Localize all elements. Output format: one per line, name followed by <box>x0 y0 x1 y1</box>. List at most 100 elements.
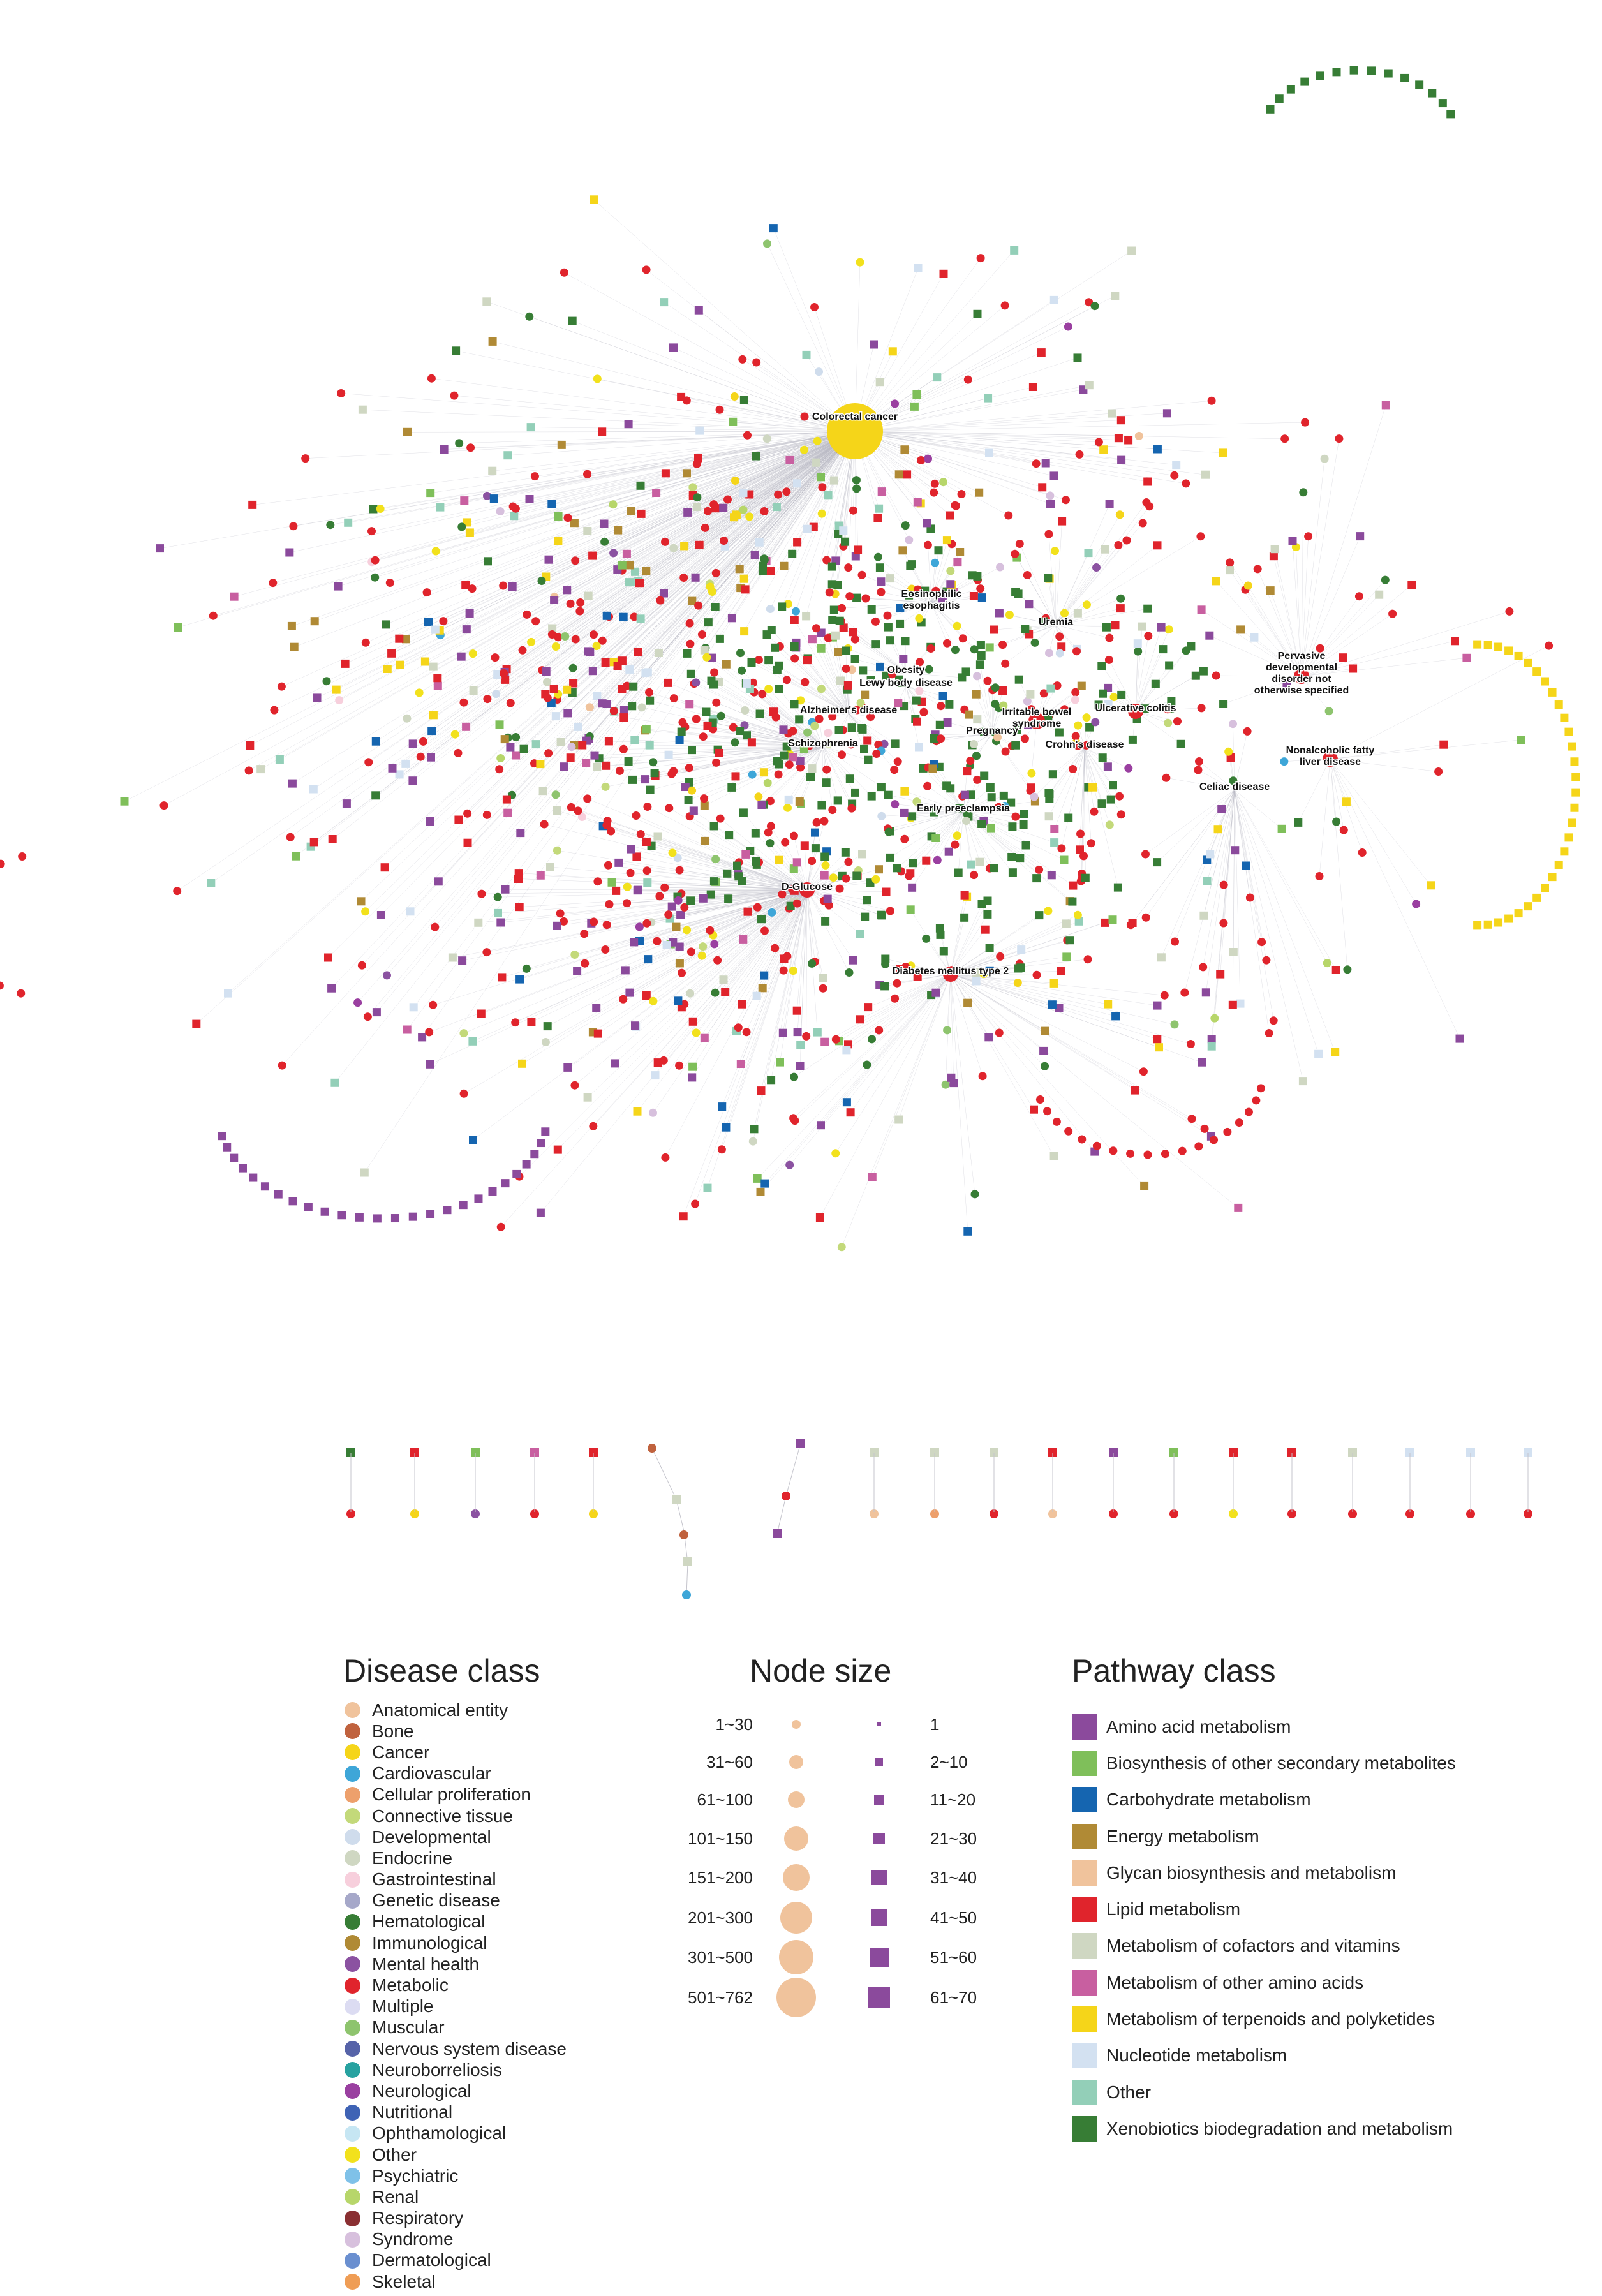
pathway-node <box>1153 1001 1162 1010</box>
pathway-node <box>817 473 825 482</box>
pathway-node <box>796 1041 805 1049</box>
pathway-node <box>1162 409 1171 418</box>
hub-node <box>943 967 958 982</box>
pathway-node <box>530 1150 539 1159</box>
pathway-node <box>653 832 662 841</box>
pathway-node <box>715 748 723 757</box>
pathway-node <box>1028 383 1037 391</box>
disease-legend-label: Ophthamological <box>372 2123 507 2144</box>
pathway-node <box>1269 552 1278 561</box>
disease-node <box>576 598 585 607</box>
disease-node <box>1109 1146 1118 1155</box>
disease-node <box>593 374 602 383</box>
pathway-node <box>465 528 474 537</box>
pathway-node <box>1153 1035 1162 1044</box>
pathway-node <box>495 720 504 729</box>
pathway-node <box>1205 631 1214 640</box>
disease-node <box>1280 434 1289 443</box>
legend-square-icon <box>1072 2006 1097 2033</box>
disease-node <box>601 782 610 791</box>
pathway-node <box>660 589 668 598</box>
disease-node <box>1092 563 1101 572</box>
disease-node <box>337 389 346 397</box>
pathway-node <box>1342 797 1351 806</box>
pathway-node <box>736 727 745 735</box>
disease-node <box>710 940 719 949</box>
pathway-node <box>1026 690 1035 699</box>
pathway-node <box>875 865 883 874</box>
disease-node <box>655 892 664 901</box>
pathway-node <box>758 984 767 993</box>
pathway-node <box>910 402 919 411</box>
pathway-node <box>867 792 876 801</box>
pathway-node <box>1044 574 1053 582</box>
pathway-size-label: 41~50 <box>930 1908 977 1927</box>
disease-node <box>496 507 505 515</box>
disease-node <box>1090 807 1099 816</box>
disease-node <box>1194 766 1203 774</box>
pathway-node <box>474 1194 483 1203</box>
pathway-node <box>1216 970 1225 979</box>
pathway-node <box>790 886 799 895</box>
pathway-node <box>851 788 859 797</box>
disease-node <box>1069 765 1078 773</box>
disease-node <box>431 922 440 931</box>
pathway-node <box>762 630 771 639</box>
pathway-node <box>688 1062 697 1071</box>
pathway-node <box>503 451 512 460</box>
pathway-node <box>722 660 731 669</box>
pathway-node <box>1157 623 1166 632</box>
disease-node <box>1073 741 1082 750</box>
pathway-node <box>1451 637 1459 646</box>
pathway-node <box>935 924 944 933</box>
disease-node <box>810 303 819 311</box>
disease-node <box>589 1509 598 1518</box>
disease-node <box>1074 721 1083 730</box>
pathway-node <box>601 658 610 667</box>
pathway-legend-item: Xenobiotics biodegradation and metabolis… <box>1072 2110 1569 2147</box>
disease-node <box>754 656 763 664</box>
disease-node <box>916 658 924 667</box>
disease-node <box>924 454 932 463</box>
pathway-node <box>672 1495 681 1504</box>
pathway-node <box>839 526 848 535</box>
pathway-node <box>1008 822 1017 831</box>
disease-node <box>623 882 632 891</box>
pathway-node <box>735 565 744 574</box>
pathway-node <box>843 681 852 690</box>
pathway-node <box>402 635 410 644</box>
disease-node <box>930 1509 939 1518</box>
pathway-node <box>894 699 903 707</box>
pathway-node <box>808 635 817 644</box>
disease-node <box>863 1060 871 1069</box>
disease-node <box>593 877 602 886</box>
disease-node <box>698 630 706 639</box>
disease-legend-item: Skeletal <box>343 2271 675 2292</box>
disease-node <box>1229 720 1237 729</box>
pathway-node <box>387 649 396 658</box>
pathway-node <box>1041 1026 1049 1035</box>
pathway-node <box>1234 1203 1243 1212</box>
disease-node <box>346 1509 355 1518</box>
pathway-node <box>1013 725 1021 734</box>
pathway-node <box>288 1197 297 1206</box>
pathway-node <box>541 1127 550 1136</box>
disease-node <box>993 733 1002 742</box>
disease-node <box>994 803 1003 811</box>
pathway-node <box>1540 884 1549 892</box>
disease-node <box>852 476 861 485</box>
disease-node <box>781 838 790 847</box>
disease-node <box>957 490 966 498</box>
pathway-node <box>546 863 554 871</box>
pathway-node <box>972 968 981 977</box>
disease-node <box>1109 693 1118 702</box>
disease-node <box>1354 592 1363 601</box>
disease-legend-title: Disease class <box>343 1653 540 1689</box>
pathway-node <box>465 609 474 618</box>
network-edge-lines <box>124 199 1549 1247</box>
pathway-node <box>661 469 670 478</box>
legend-dot-icon <box>345 2083 360 2100</box>
disease-node <box>1182 646 1190 655</box>
pathway-node <box>683 469 691 478</box>
pathway-node <box>573 967 582 975</box>
